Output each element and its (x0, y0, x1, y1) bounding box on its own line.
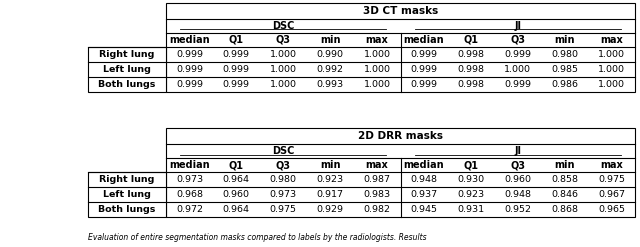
Text: 0.960: 0.960 (504, 175, 531, 184)
Text: 0.999: 0.999 (410, 80, 438, 89)
Text: 0.999: 0.999 (176, 80, 203, 89)
Text: 0.987: 0.987 (364, 175, 390, 184)
Text: 1.000: 1.000 (598, 80, 625, 89)
Text: 0.973: 0.973 (269, 190, 297, 199)
Text: 0.964: 0.964 (223, 175, 250, 184)
Text: 0.923: 0.923 (317, 175, 344, 184)
Text: min: min (320, 35, 340, 45)
Text: 0.998: 0.998 (458, 80, 484, 89)
Text: 0.917: 0.917 (317, 190, 344, 199)
Text: 0.986: 0.986 (551, 80, 578, 89)
Text: DSC: DSC (272, 146, 294, 156)
Text: Evaluation of entire segmentation masks compared to labels by the radiologists. : Evaluation of entire segmentation masks … (88, 232, 427, 242)
Text: 1.000: 1.000 (598, 65, 625, 74)
Text: JI: JI (515, 146, 521, 156)
Text: 0.999: 0.999 (176, 50, 203, 59)
Bar (88, 47, 166, 92)
Text: 0.999: 0.999 (410, 50, 438, 59)
Text: 0.993: 0.993 (317, 80, 344, 89)
Text: 0.965: 0.965 (598, 205, 625, 214)
Text: DSC: DSC (272, 21, 294, 31)
Text: 0.999: 0.999 (223, 50, 250, 59)
Text: Q3: Q3 (276, 35, 291, 45)
Text: JI: JI (515, 21, 521, 31)
Text: median: median (169, 160, 210, 170)
Text: max: max (365, 35, 388, 45)
Text: 0.960: 0.960 (223, 190, 250, 199)
Text: 0.983: 0.983 (364, 190, 390, 199)
Text: 1.000: 1.000 (269, 50, 297, 59)
Text: min: min (320, 160, 340, 170)
Text: min: min (554, 160, 575, 170)
Text: Q3: Q3 (510, 35, 525, 45)
Text: 1.000: 1.000 (269, 80, 297, 89)
Text: Q1: Q1 (229, 160, 244, 170)
Text: 1.000: 1.000 (598, 50, 625, 59)
Text: 0.999: 0.999 (223, 65, 250, 74)
Text: 0.975: 0.975 (269, 205, 297, 214)
Text: 2D DRR masks: 2D DRR masks (358, 131, 443, 141)
Text: 0.948: 0.948 (410, 175, 438, 184)
Text: 3D CT masks: 3D CT masks (363, 6, 438, 16)
Text: 0.964: 0.964 (223, 205, 250, 214)
Text: Both lungs: Both lungs (99, 80, 156, 89)
Text: max: max (600, 35, 623, 45)
Text: 0.990: 0.990 (317, 50, 344, 59)
Text: max: max (365, 160, 388, 170)
Text: 0.980: 0.980 (551, 50, 578, 59)
Text: Q1: Q1 (463, 35, 478, 45)
Text: 0.931: 0.931 (458, 205, 484, 214)
Text: 0.967: 0.967 (598, 190, 625, 199)
Text: median: median (169, 35, 210, 45)
Text: Both lungs: Both lungs (99, 205, 156, 214)
Text: 0.999: 0.999 (223, 80, 250, 89)
Text: 0.998: 0.998 (458, 50, 484, 59)
Text: 0.948: 0.948 (504, 190, 531, 199)
Text: 0.972: 0.972 (176, 205, 203, 214)
Bar (166, 128, 635, 217)
Text: 1.000: 1.000 (364, 50, 390, 59)
Text: Right lung: Right lung (99, 50, 155, 59)
Text: 0.945: 0.945 (410, 205, 438, 214)
Text: 0.858: 0.858 (551, 175, 578, 184)
Text: 0.929: 0.929 (317, 205, 344, 214)
Text: 0.999: 0.999 (504, 80, 531, 89)
Text: 0.952: 0.952 (504, 205, 531, 214)
Text: 0.868: 0.868 (551, 205, 578, 214)
Text: 0.999: 0.999 (176, 65, 203, 74)
Text: 0.985: 0.985 (551, 65, 578, 74)
Text: 1.000: 1.000 (504, 65, 531, 74)
Text: 0.937: 0.937 (410, 190, 438, 199)
Text: 0.998: 0.998 (458, 65, 484, 74)
Text: 0.923: 0.923 (458, 190, 484, 199)
Text: 0.999: 0.999 (410, 65, 438, 74)
Text: 0.973: 0.973 (176, 175, 203, 184)
Text: 1.000: 1.000 (364, 80, 390, 89)
Text: Q1: Q1 (463, 160, 478, 170)
Text: Q3: Q3 (276, 160, 291, 170)
Text: Left lung: Left lung (103, 65, 151, 74)
Text: min: min (554, 35, 575, 45)
Text: Right lung: Right lung (99, 175, 155, 184)
Text: max: max (600, 160, 623, 170)
Text: Q3: Q3 (510, 160, 525, 170)
Text: median: median (404, 160, 444, 170)
Text: 0.975: 0.975 (598, 175, 625, 184)
Text: 0.968: 0.968 (176, 190, 203, 199)
Text: 0.846: 0.846 (551, 190, 578, 199)
Text: 0.982: 0.982 (364, 205, 390, 214)
Text: 1.000: 1.000 (269, 65, 297, 74)
Text: Left lung: Left lung (103, 190, 151, 199)
Text: Q1: Q1 (229, 35, 244, 45)
Bar (88, 172, 166, 217)
Bar (166, 3, 635, 92)
Text: 0.980: 0.980 (269, 175, 297, 184)
Text: 0.930: 0.930 (458, 175, 484, 184)
Text: 0.999: 0.999 (504, 50, 531, 59)
Text: 1.000: 1.000 (364, 65, 390, 74)
Text: 0.992: 0.992 (317, 65, 344, 74)
Text: median: median (404, 35, 444, 45)
